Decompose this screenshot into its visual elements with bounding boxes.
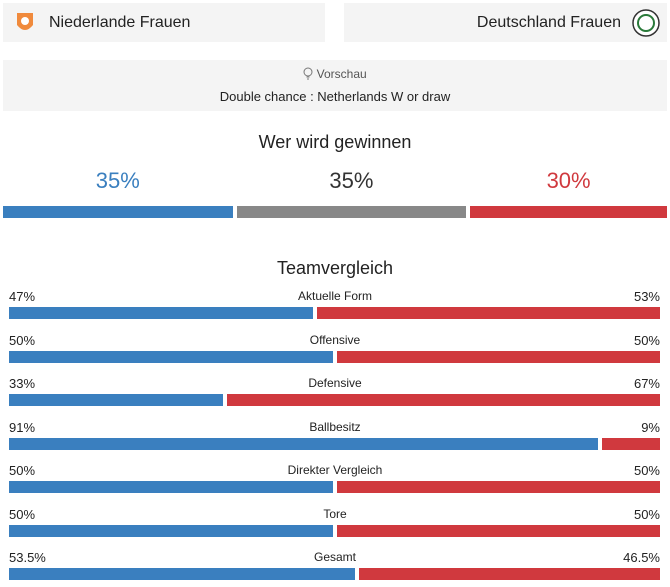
row-label: Offensive xyxy=(309,332,361,347)
away-bar xyxy=(601,437,660,450)
home-bar xyxy=(9,481,333,493)
win-bar xyxy=(470,206,667,218)
row-label: Aktuelle Form xyxy=(297,289,373,303)
away-bar xyxy=(336,350,660,363)
win-bar xyxy=(3,206,233,218)
away-bar xyxy=(226,394,660,406)
win-label: 30% xyxy=(546,168,591,193)
home-value: 50% xyxy=(9,463,36,478)
away-bar xyxy=(359,568,660,580)
preview-title-row: Vorschau xyxy=(3,67,667,81)
away-value: 50% xyxy=(633,332,660,348)
away-team: Deutschland Frauen xyxy=(476,14,621,31)
row-label: Defensive xyxy=(308,376,362,390)
preview-text: Double chance : Netherlands W or draw xyxy=(219,89,451,104)
home-value: 91% xyxy=(9,419,36,435)
win-label: 35% xyxy=(329,168,374,193)
home-value: 33% xyxy=(9,376,36,391)
home-bar xyxy=(9,307,314,319)
home-value: 53.5% xyxy=(9,550,46,565)
away-value: 50% xyxy=(633,463,660,478)
home-value: 47% xyxy=(9,289,36,304)
away-value: 50% xyxy=(633,506,660,522)
home-value: 50% xyxy=(9,506,36,522)
preview-title: Vorschau xyxy=(316,67,367,81)
away-value: 46.5% xyxy=(623,550,660,565)
row-label: Ballbesitz xyxy=(309,419,361,434)
bulb-icon xyxy=(303,67,313,80)
home-box[interactable]: Niederlande Frauen xyxy=(3,3,325,42)
away-bar xyxy=(317,307,660,319)
home-bar xyxy=(9,394,223,406)
row-label: Direkter Vergleich xyxy=(287,463,383,477)
home-logo xyxy=(17,13,33,30)
row-label: Tore xyxy=(323,506,347,521)
away-value: 67% xyxy=(633,376,660,391)
home-bar xyxy=(9,524,333,537)
home-team: Niederlande Frauen xyxy=(49,14,191,31)
row-label: Gesamt xyxy=(313,550,356,564)
preview-box: Vorschau Double chance : Netherlands W o… xyxy=(3,60,667,111)
win-label: 35% xyxy=(95,168,140,193)
comparison-title: Teamvergleich xyxy=(276,258,394,278)
home-bar xyxy=(9,437,598,450)
prediction-title: Wer wird gewinnen xyxy=(258,132,412,152)
away-value: 9% xyxy=(641,419,660,435)
home-bar xyxy=(9,568,356,580)
away-bar xyxy=(336,524,660,537)
home-value: 50% xyxy=(9,332,36,348)
away-bar xyxy=(336,481,660,493)
away-logo xyxy=(632,9,660,37)
away-value: 53% xyxy=(633,289,660,304)
win-bar xyxy=(236,206,467,218)
away-box[interactable]: Deutschland Frauen xyxy=(344,3,667,42)
home-bar xyxy=(9,350,333,363)
